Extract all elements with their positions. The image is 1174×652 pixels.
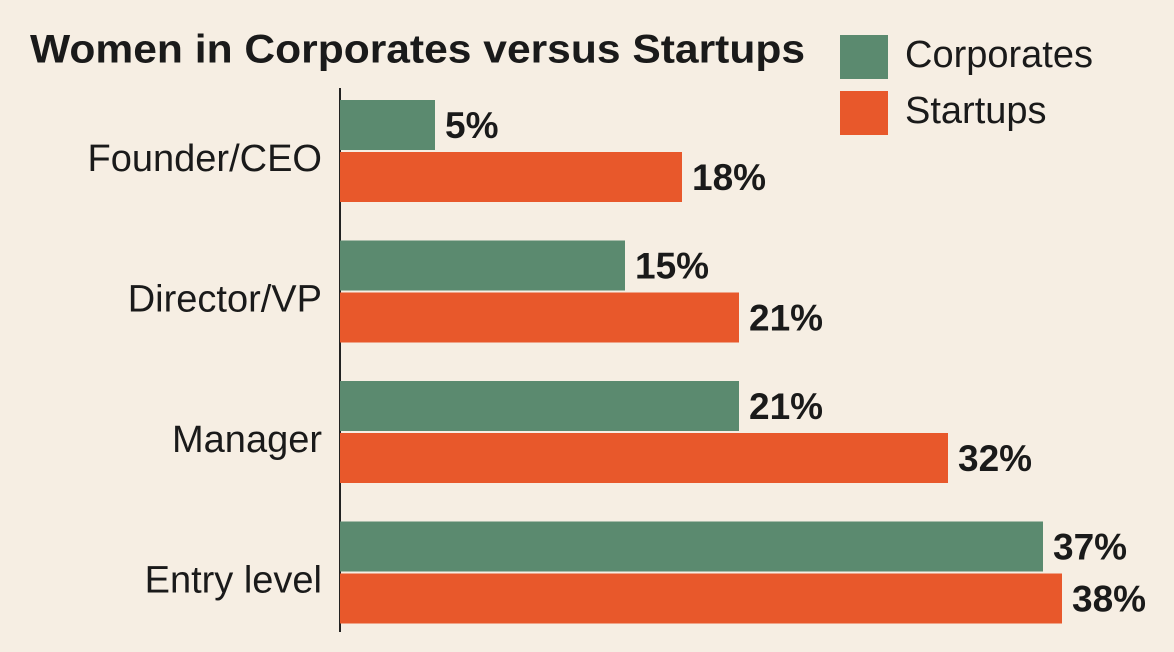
legend-swatch: [840, 91, 888, 135]
bar: [340, 100, 435, 150]
value-label: 37%: [1053, 526, 1127, 567]
legend-label: Startups: [905, 90, 1047, 132]
value-label: 21%: [749, 297, 823, 338]
bar: [340, 433, 948, 483]
value-label: 32%: [958, 438, 1032, 479]
category-label: Manager: [172, 419, 322, 461]
value-label: 18%: [692, 157, 766, 198]
value-label: 21%: [749, 386, 823, 427]
value-label: 5%: [445, 105, 498, 146]
bar: [340, 573, 1062, 624]
bar: [340, 521, 1043, 572]
category-label: Founder/CEO: [88, 138, 322, 180]
bar: [340, 152, 682, 202]
legend-swatch: [840, 35, 888, 79]
category-label: Director/VP: [128, 279, 322, 321]
value-label: 15%: [635, 245, 709, 286]
bar: [340, 381, 739, 431]
bar: [340, 240, 625, 291]
value-label: 38%: [1072, 578, 1146, 619]
bar: [340, 292, 739, 343]
category-label: Entry level: [145, 560, 322, 602]
chart-title: Women in Corporates versus Startups: [30, 28, 805, 72]
legend-label: Corporates: [905, 34, 1093, 76]
